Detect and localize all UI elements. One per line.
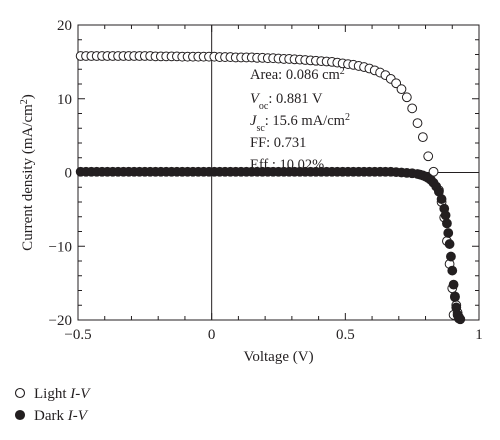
data-point-light	[396, 84, 407, 95]
data-point-light	[407, 103, 418, 114]
data-point-light	[417, 132, 428, 143]
legend-item-dark: Dark I-V	[14, 408, 89, 424]
y-axis-label: Current density (mA/cm2)	[19, 94, 37, 251]
data-point-dark	[447, 265, 458, 276]
y-tick-label: 10	[57, 92, 72, 108]
annotation-jsc: Jsc: 15.6 mA/cm2	[250, 112, 350, 134]
legend-marker-open-circle	[14, 387, 26, 399]
legend-marker-filled-circle	[14, 409, 26, 421]
data-point-dark	[436, 194, 447, 204]
legend-label-light: Light I-V	[34, 386, 91, 402]
x-axis-label: Voltage (V)	[243, 349, 313, 365]
cell-parameters: Area: 0.086 cm2 Voc: 0.881 V Jsc: 15.6 m…	[250, 66, 350, 174]
x-tick-label: −0.5	[64, 327, 91, 343]
data-point-dark	[455, 314, 466, 325]
series-dark-iv	[75, 166, 466, 325]
x-tick-label: 0	[208, 327, 216, 343]
legend: Light I-V Dark I-V	[14, 386, 91, 424]
y-tick-label: 0	[65, 166, 73, 182]
data-point-light	[412, 118, 423, 128]
data-point-dark	[450, 292, 460, 303]
data-point-dark	[444, 239, 455, 249]
data-point-dark	[442, 218, 452, 229]
y-tick-label: −20	[49, 313, 72, 329]
data-point-dark	[446, 251, 456, 262]
data-point-light	[401, 92, 412, 103]
x-tick-labels: −0.5 0 0.5 1	[64, 327, 482, 343]
data-point-dark	[440, 210, 451, 221]
legend-item-light: Light I-V	[14, 386, 91, 402]
data-point-light	[423, 151, 434, 162]
x-tick-label: 0.5	[336, 327, 355, 343]
data-point-dark	[443, 228, 454, 238]
y-tick-label: 20	[57, 18, 72, 34]
y-tick-labels: −20 −10 0 10 20	[49, 18, 72, 329]
annotation-area: Area: 0.086 cm2	[250, 66, 345, 84]
annotation-ff: FF: 0.731	[250, 135, 306, 151]
x-tick-label: 1	[475, 327, 483, 343]
data-point-dark	[448, 279, 459, 290]
legend-label-dark: Dark I-V	[34, 408, 89, 424]
annotation-voc: Voc: 0.881 V	[250, 91, 323, 112]
y-tick-label: −10	[49, 239, 72, 255]
